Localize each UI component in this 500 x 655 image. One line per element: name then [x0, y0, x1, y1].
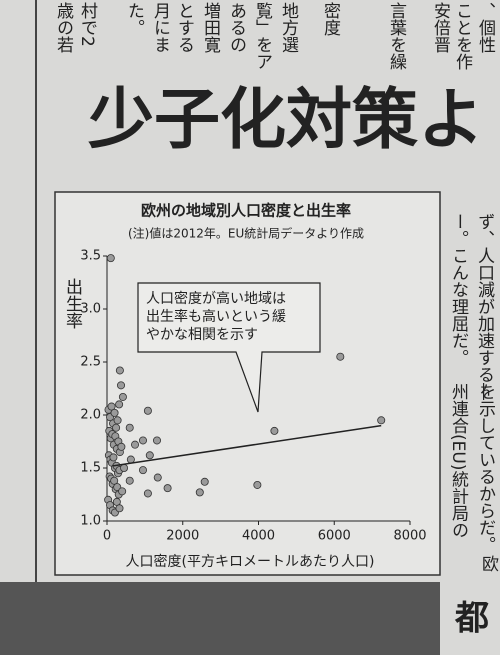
- annotation-text: 人口密度が高い地域は: [146, 290, 286, 307]
- column-text: 密度: [320, 2, 341, 36]
- data-point: [113, 416, 122, 425]
- data-point: [109, 453, 118, 462]
- data-point: [120, 463, 129, 472]
- callout: [137, 282, 321, 413]
- x-tick-label: 2000: [166, 529, 199, 544]
- column-text: 月にま: [150, 2, 171, 53]
- column-text: とする: [174, 2, 194, 53]
- y-tick-label: 2.0: [80, 408, 101, 423]
- data-point: [117, 442, 126, 451]
- column-text: ず、人口減が加速する―: [474, 213, 495, 400]
- column-text: 、個性: [475, 2, 496, 53]
- data-point: [195, 488, 204, 497]
- chart-subtitle: (注)値は2012年。EU統計局データより作成: [128, 226, 364, 241]
- photo: [0, 582, 440, 655]
- bottom-heading: 都: [454, 599, 489, 639]
- data-point: [118, 392, 127, 401]
- data-point: [110, 408, 119, 417]
- data-point: [117, 381, 126, 390]
- column-text: 州連合(EU)統計局の: [448, 383, 469, 538]
- data-point: [126, 455, 135, 464]
- column-text: 歳の若: [53, 2, 74, 53]
- x-tick-label: 4000: [242, 529, 275, 544]
- data-point: [138, 466, 147, 475]
- column-text: た。: [124, 2, 144, 36]
- data-point: [270, 426, 279, 435]
- data-point: [107, 402, 116, 411]
- data-point: [143, 406, 152, 415]
- data-point: [118, 487, 127, 496]
- data-point: [115, 366, 124, 375]
- column-text: 覧」をア: [252, 2, 273, 70]
- x-tick-label: 6000: [318, 529, 351, 544]
- y-tick-label: 3.0: [80, 302, 101, 317]
- data-point: [253, 480, 262, 489]
- column-text: ことを作: [452, 2, 473, 70]
- column-text: 言葉を繰: [386, 2, 407, 70]
- data-point: [200, 477, 209, 486]
- data-point: [125, 476, 134, 485]
- headline: 少子化対策よ: [88, 80, 484, 158]
- data-point: [110, 476, 119, 485]
- x-tick-label: 8000: [393, 529, 426, 544]
- y-tick-label: 1.0: [80, 514, 101, 529]
- data-point: [163, 484, 172, 493]
- column-text: 増田寛: [200, 2, 221, 53]
- x-tick-label: 0: [103, 529, 111, 544]
- data-point: [336, 352, 345, 361]
- column-text: を示しているからだ。: [475, 383, 496, 553]
- data-point: [153, 473, 162, 482]
- y-axis-label: 出生率: [62, 278, 83, 329]
- column-text: 地方選: [278, 2, 299, 53]
- column-text: 欧: [478, 555, 498, 572]
- data-point: [145, 451, 154, 460]
- data-point: [115, 400, 124, 409]
- annotation-text: 出生率も高いという緩: [146, 308, 286, 325]
- column-text: 村で2: [77, 2, 98, 47]
- column-text: あるの: [226, 2, 246, 53]
- data-point: [106, 254, 115, 263]
- x-axis-label: 人口密度(平方キロメートルあたり人口): [126, 553, 375, 570]
- data-point: [115, 504, 124, 513]
- y-tick-label: 2.5: [80, 355, 101, 370]
- data-point: [138, 436, 147, 445]
- data-point: [152, 436, 161, 445]
- y-tick-label: 1.5: [80, 461, 101, 476]
- annotation-text: やかな相関を示す: [146, 327, 258, 343]
- data-point: [377, 416, 386, 425]
- column-text: ー。こんな理屈だ。: [448, 213, 469, 366]
- chart-title: 欧州の地域別人口密度と出生率: [141, 202, 351, 220]
- data-point: [125, 423, 134, 432]
- column-text: 安倍晋: [430, 2, 451, 53]
- data-point: [112, 423, 121, 432]
- data-point: [143, 489, 152, 498]
- data-point: [131, 440, 140, 449]
- y-tick-label: 3.5: [80, 249, 101, 264]
- trend-line: [112, 424, 382, 467]
